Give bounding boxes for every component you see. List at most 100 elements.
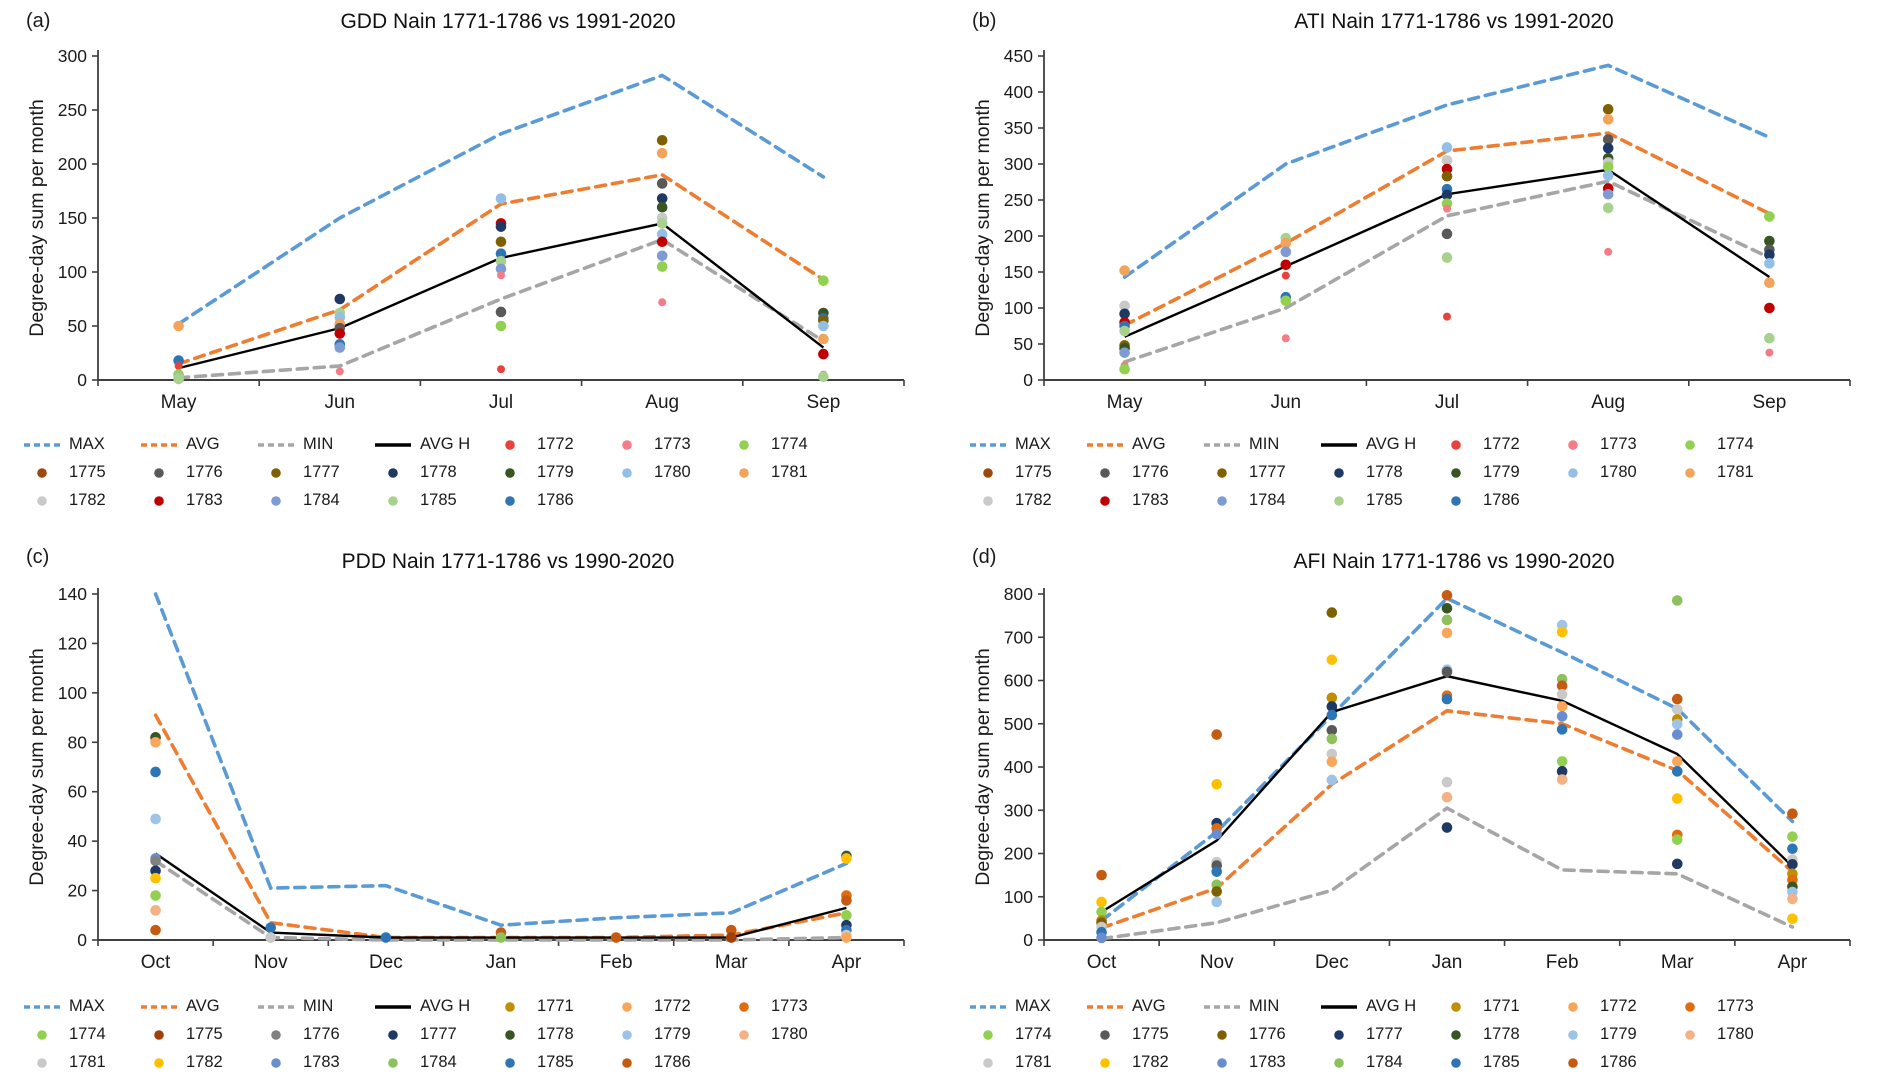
scatter-point-1773: [1443, 204, 1451, 213]
legend-label: MIN: [1249, 997, 1280, 1015]
x-tick-label: Jul: [1435, 392, 1459, 413]
scatter-point-1785: [1441, 252, 1453, 263]
scatter-point-1774: [1556, 756, 1568, 767]
series-line-max: [176, 73, 826, 326]
legend-dot-swatch: [37, 467, 47, 478]
legend-label: 1785: [1483, 1053, 1520, 1071]
scatter-point-1784: [1671, 595, 1683, 606]
scatter-point-1772: [1443, 312, 1451, 321]
y-tick-label: 100: [1004, 887, 1033, 907]
legend-item-1785: 1785: [1436, 1053, 1553, 1072]
legend-line-swatch: [1087, 1004, 1123, 1009]
scatter-point-1782: [841, 853, 852, 864]
scatter-point-1780: [495, 193, 507, 204]
series-line-min: [176, 237, 826, 380]
scatter-point-1773: [335, 367, 344, 376]
x-tick-label: Oct: [1087, 952, 1117, 973]
legend-dot-swatch: [37, 1057, 47, 1068]
legend-label: 1775: [69, 463, 106, 481]
x-tick-label: Mar: [1661, 952, 1694, 973]
legend-label: 1782: [69, 491, 106, 509]
legend-item-avg-h: AVG H: [1319, 435, 1436, 454]
legend-dot-swatch: [37, 1029, 47, 1040]
legend-label: 1785: [1366, 491, 1403, 509]
legend-line-swatch: [258, 1004, 294, 1009]
scatter-point-1785: [1326, 709, 1338, 721]
scatter-point-1785: [1671, 766, 1683, 777]
legend-label: 1785: [420, 491, 457, 509]
scatter-point-1781: [656, 147, 668, 159]
y-axis-title: Degree-day sum per month: [972, 648, 994, 885]
chart-legend: MAX AVG MIN AVG H 1771 1772 1773 1774 1775 1776 17…: [22, 997, 946, 1072]
scatter-point-1777: [656, 134, 668, 146]
legend-label: 1778: [1366, 463, 1403, 481]
legend-label: 1782: [1015, 491, 1052, 509]
scatter-point-1786: [610, 932, 622, 943]
scatter-point-1785: [1119, 325, 1130, 337]
legend-dot-swatch: [1451, 467, 1461, 478]
legend-label: 1772: [1600, 997, 1637, 1015]
legend-dot-swatch: [1100, 1029, 1110, 1040]
legend-item-1772: 1772: [607, 997, 724, 1016]
legend-dot-swatch: [622, 1029, 632, 1040]
scatter-point-1777: [1787, 859, 1798, 870]
legend-item-1781: 1781: [22, 1053, 139, 1072]
legend-label: 1779: [654, 1025, 691, 1043]
legend-label: 1774: [1015, 1025, 1052, 1043]
legend-label: 1780: [654, 463, 691, 481]
legend-item-1776: 1776: [1085, 463, 1202, 482]
scatter-point-1776: [1602, 134, 1614, 145]
scatter-point-1778: [1602, 142, 1614, 154]
x-tick-label: Nov: [254, 952, 288, 973]
y-tick-label: 300: [1004, 800, 1033, 820]
legend-item-1777: 1777: [373, 1025, 490, 1044]
scatter-point-1774: [818, 275, 829, 286]
scatter-point-1776: [1326, 607, 1338, 618]
legend-item-avg: AVG: [1085, 997, 1202, 1016]
chart-legend: MAX AVG MIN AVG H 1772 1773 1774 1775 1776 1777 17…: [22, 435, 946, 510]
series-line-min: [1099, 805, 1795, 941]
scatter-point-1772: [497, 365, 505, 374]
scatter-point-1783: [1280, 259, 1292, 271]
legend-item-1783: 1783: [139, 491, 256, 510]
legend-label: 1777: [303, 463, 340, 481]
scatter-point-1781: [1326, 748, 1338, 760]
y-tick-label: 150: [1004, 262, 1033, 282]
scatter-point-1779: [1326, 774, 1338, 786]
scatter-point-1786: [1556, 680, 1568, 691]
scatter-point-1777: [1671, 858, 1683, 870]
scatter-point-1785: [656, 218, 668, 229]
legend-label: 1775: [1132, 1025, 1169, 1043]
y-tick-label: 350: [1004, 118, 1033, 138]
legend-item-1772: 1772: [490, 435, 607, 454]
y-axis-title: Degree-day sum per month: [972, 99, 994, 336]
scatter-point-1777: [1441, 170, 1453, 182]
chart-area: 0 20 40 60 80 100 120 140 Oct Nov Dec Jan Feb Mar Apr D…: [26, 578, 946, 987]
legend-item-1782: 1782: [139, 1053, 256, 1072]
scatter-point-1781: [1671, 704, 1683, 715]
legend-item-1783: 1783: [256, 1053, 373, 1072]
axes: 0 50 100 150 200 250 300 350 400 450 May Jun Jul Aug S…: [1004, 46, 1851, 413]
legend-item-1784: 1784: [256, 491, 373, 510]
legend-label: 1774: [1717, 435, 1754, 453]
legend-item-1779: 1779: [1553, 1025, 1670, 1044]
scatter-point-1771: [1326, 692, 1338, 704]
scatter-point-1774: [1764, 211, 1775, 222]
scatter-point-1786: [1441, 589, 1453, 601]
legend-label: 1771: [1483, 997, 1520, 1015]
x-tick-label: Apr: [832, 952, 862, 973]
legend-item-1777: 1777: [256, 463, 373, 482]
legend-item-1780: 1780: [724, 1025, 841, 1044]
legend-dot-swatch: [1685, 1029, 1695, 1040]
legend-item-1782: 1782: [968, 491, 1085, 510]
legend-dot-swatch: [1334, 495, 1344, 506]
legend-item-1771: 1771: [490, 997, 607, 1016]
scatter-point-1774: [1096, 906, 1107, 918]
y-tick-label: 400: [1004, 757, 1033, 777]
scatter-point-1776: [1211, 886, 1223, 897]
scatter-point-1785: [818, 371, 829, 383]
legend-label: MAX: [69, 435, 105, 453]
legend-item-1776: 1776: [1202, 1025, 1319, 1044]
scatter-point-1772: [1326, 756, 1338, 768]
legend-dot-swatch: [271, 495, 281, 506]
